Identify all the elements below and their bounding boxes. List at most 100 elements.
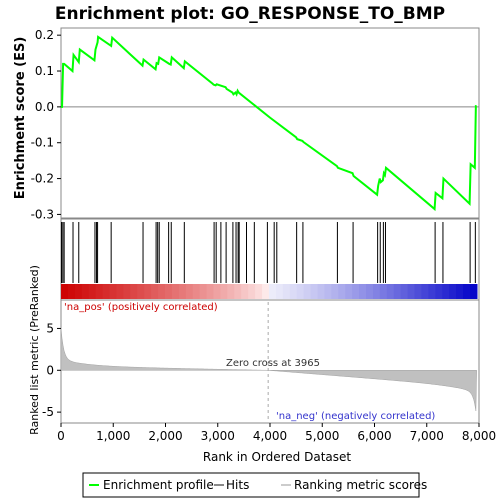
rank-color-segment: [345, 284, 353, 299]
rank-color-segment: [116, 284, 124, 299]
rank-color-bar: [61, 284, 478, 299]
rank-color-segment: [185, 284, 194, 299]
ranked-y-axis-label: Ranked list metric (PreRanked): [28, 265, 41, 435]
rank-color-segment: [282, 284, 291, 299]
rank-color-segment: [289, 284, 298, 299]
rank-color-segment: [130, 284, 138, 299]
rank-color-segment: [352, 284, 360, 299]
es-y-axis-label: Enrichment score (ES): [13, 37, 28, 200]
es-y-tick-label: 0.2: [35, 28, 54, 42]
rank-color-segment: [428, 284, 436, 299]
ranked-y-tick-label: 0: [46, 363, 54, 377]
rank-color-segment: [81, 284, 90, 299]
legend-hits-label: Hits: [226, 478, 249, 492]
rank-color-segment: [303, 284, 312, 299]
ranked-panel: -5 0 5 'na_pos' (positively correlated) 'n…: [28, 265, 480, 435]
rank-color-segment: [421, 284, 429, 299]
rank-color-segment: [414, 284, 423, 299]
rank-color-segment: [144, 284, 152, 299]
es-y-axis-ticks: -0.3 -0.2 -0.1 0.0 0.1 0.2: [31, 28, 61, 221]
x-tick-label: 4,000: [253, 429, 287, 443]
rank-color-segment: [442, 284, 450, 299]
rank-color-segment: [227, 284, 235, 299]
rank-color-segment: [102, 284, 111, 299]
rank-color-segment: [324, 284, 332, 299]
ranking-metric-fill: [60, 327, 477, 412]
rank-color-segment: [151, 284, 159, 299]
rank-color-segment: [456, 284, 464, 299]
rank-color-segment: [268, 284, 277, 299]
es-y-tick-label: -0.2: [31, 172, 54, 186]
x-tick-label: 1,000: [96, 429, 130, 443]
rank-color-segment: [74, 284, 83, 299]
x-axis-ticks: 0 1,000 2,000 3,000 4,000 5,000 6,000 7,000 8,00…: [57, 423, 496, 443]
x-tick-label: 8,000: [462, 429, 496, 443]
rank-color-segment: [123, 284, 131, 299]
rank-color-segment: [178, 284, 187, 299]
rank-color-segment: [386, 284, 395, 299]
rank-color-segment: [393, 284, 402, 299]
rank-color-segment: [379, 284, 388, 299]
rank-color-segment: [213, 284, 222, 299]
hit-markers: [61, 222, 476, 283]
ranked-panel-frame: [60, 299, 480, 424]
chart-title: Enrichment plot: GO_RESPONSE_TO_BMP: [55, 4, 445, 24]
rank-color-segment: [171, 284, 180, 299]
rank-color-segment: [262, 284, 270, 299]
es-y-tick-label: -0.1: [31, 136, 54, 150]
x-tick-label: 6,000: [357, 429, 391, 443]
rank-color-segment: [255, 284, 263, 299]
rank-color-segment: [88, 284, 97, 299]
rank-color-segment: [366, 284, 374, 299]
x-tick-label: 3,000: [201, 429, 235, 443]
rank-color-segment: [241, 284, 249, 299]
rank-color-segment: [400, 284, 409, 299]
zero-cross-label: Zero cross at 3965: [226, 358, 320, 369]
ranked-y-axis-ticks: -5 0 5: [42, 321, 61, 419]
es-panel: -0.3 -0.2 -0.1 0.0 0.1 0.2 Enrichment score (…: [13, 27, 480, 221]
rank-color-segment: [359, 284, 367, 299]
hits-panel: [60, 218, 480, 301]
rank-color-segment: [463, 284, 471, 299]
rank-color-segment: [164, 284, 173, 299]
rank-color-segment: [199, 284, 208, 299]
rank-color-segment: [310, 284, 319, 299]
neg-correlated-label: 'na_neg' (negatively correlated): [276, 411, 435, 422]
rank-color-segment: [331, 284, 339, 299]
rank-color-segment: [296, 284, 305, 299]
x-tick-label: 7,000: [410, 429, 444, 443]
x-tick-label: 2,000: [148, 429, 182, 443]
rank-color-segment: [234, 284, 242, 299]
es-y-tick-label: 0.0: [35, 100, 54, 114]
enrichment-profile-line: [61, 35, 477, 212]
es-panel-frame: [60, 27, 480, 219]
ranked-y-tick-label: -5: [42, 405, 54, 419]
rank-color-segment: [449, 284, 457, 299]
rank-color-segment: [137, 284, 145, 299]
legend-box: [82, 472, 420, 498]
rank-color-segment: [275, 284, 284, 299]
legend: Enrichment profile Hits Ranking metric s…: [82, 472, 427, 498]
rank-color-segment: [317, 284, 326, 299]
x-tick-label: 5,000: [305, 429, 339, 443]
es-y-tick-label: -0.3: [31, 207, 54, 221]
rank-color-segment: [109, 284, 118, 299]
rank-color-segment: [206, 284, 215, 299]
rank-color-segment: [192, 284, 201, 299]
x-axis-label: Rank in Ordered Dataset: [203, 450, 351, 464]
rank-color-segment: [338, 284, 346, 299]
legend-ranking-label: Ranking metric scores: [294, 478, 427, 492]
rank-color-segment: [61, 284, 69, 299]
rank-color-segment: [248, 284, 256, 299]
rank-color-segment: [469, 284, 478, 299]
rank-color-segment: [158, 284, 166, 299]
rank-color-segment: [220, 284, 228, 299]
rank-color-segment: [95, 284, 104, 299]
pos-correlated-label: 'na_pos' (positively correlated): [64, 302, 218, 313]
rank-color-segment: [67, 284, 76, 299]
rank-color-segment: [435, 284, 443, 299]
legend-enrichment-label: Enrichment profile: [103, 478, 214, 492]
x-tick-label: 0: [57, 429, 65, 443]
es-y-tick-label: 0.1: [35, 64, 54, 78]
